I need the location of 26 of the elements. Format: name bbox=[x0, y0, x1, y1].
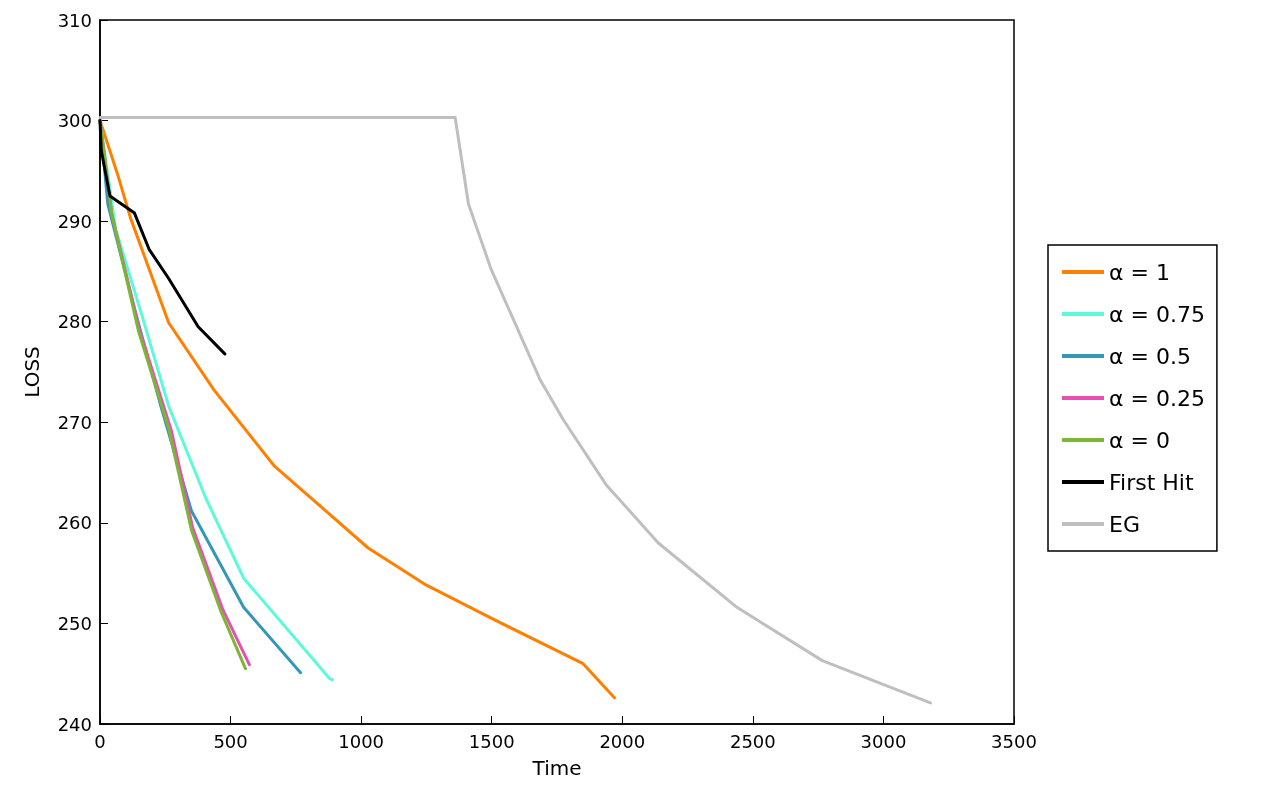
line-series bbox=[98, 116, 932, 705]
legend-label: α = 0.25 bbox=[1109, 385, 1205, 411]
y-tick-label: 240 bbox=[57, 713, 92, 735]
x-tick-label: 3500 bbox=[991, 730, 1037, 752]
legend-label: α = 0.75 bbox=[1109, 301, 1205, 327]
x-tick-label: 2500 bbox=[729, 730, 776, 752]
y-tick-label: 280 bbox=[57, 311, 92, 333]
y-tick-label: 270 bbox=[57, 411, 92, 433]
x-tick-label: 2000 bbox=[599, 730, 646, 752]
legend-label: α = 0 bbox=[1109, 427, 1170, 453]
legend-label: α = 0.5 bbox=[1109, 343, 1191, 369]
x-tick-label: 0 bbox=[94, 730, 106, 752]
x-tick-label: 3000 bbox=[860, 730, 907, 752]
y-tick-label: 310 bbox=[57, 9, 92, 31]
y-axis-title: LOSS bbox=[20, 346, 44, 398]
legend-label: First Hit bbox=[1109, 469, 1194, 495]
legend-label: α = 1 bbox=[1109, 259, 1170, 285]
y-tick-label: 250 bbox=[57, 612, 92, 634]
x-tick-label: 1000 bbox=[338, 730, 385, 752]
y-tick-label: 290 bbox=[57, 210, 92, 232]
y-tick-label: 300 bbox=[57, 110, 92, 132]
x-tick-label: 1500 bbox=[468, 730, 515, 752]
y-tick-label: 260 bbox=[57, 512, 92, 534]
x-axis-title: Time bbox=[531, 756, 582, 780]
x-tick-label: 500 bbox=[213, 730, 248, 752]
legend-label: EG bbox=[1109, 511, 1140, 537]
